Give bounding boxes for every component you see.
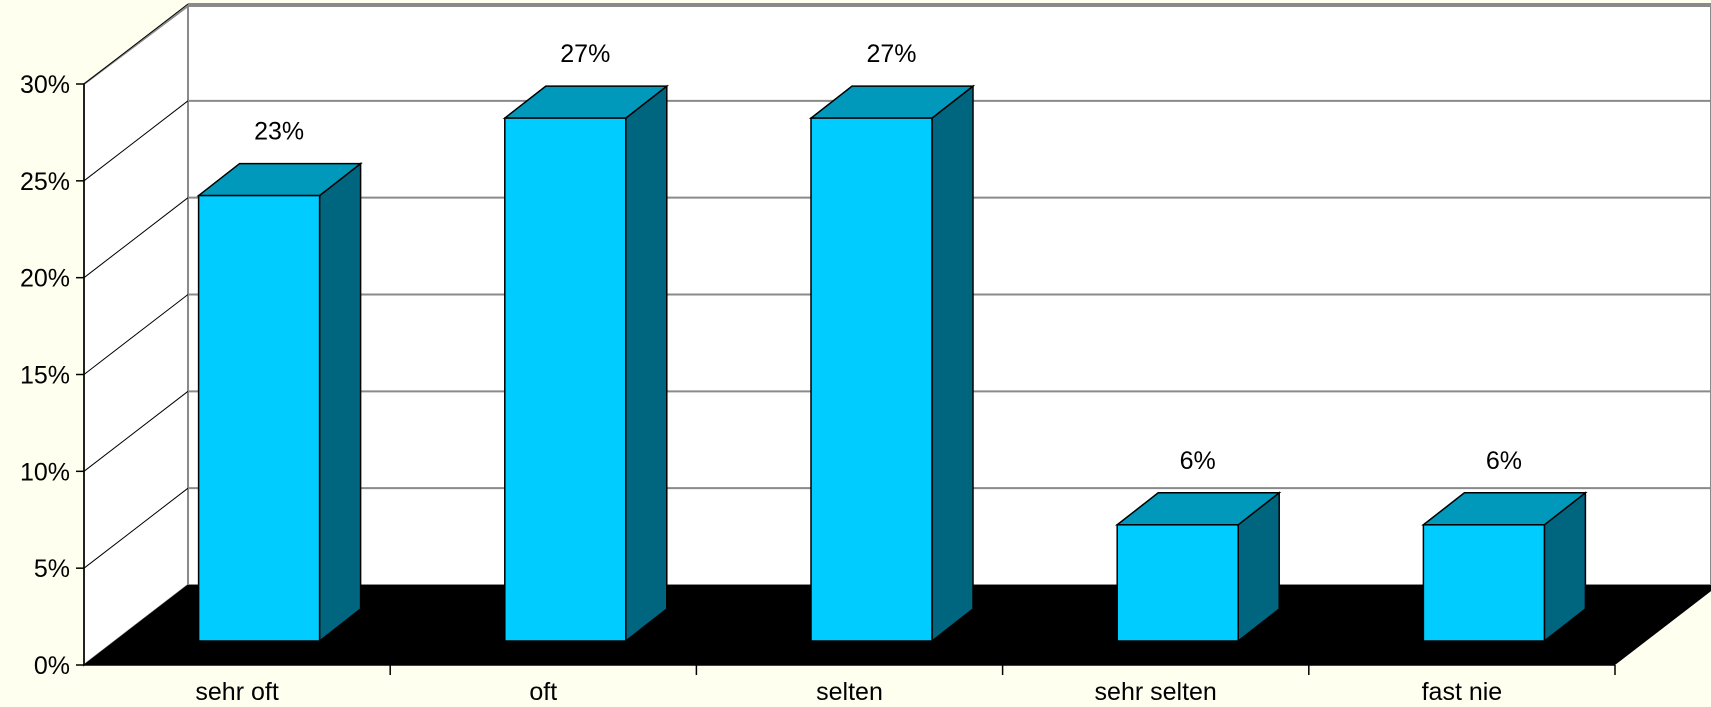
bar-selten <box>808 84 976 643</box>
gridline-side <box>83 3 189 85</box>
gridline-side <box>83 294 189 375</box>
y-tick-label: 30% <box>20 71 70 99</box>
gridline-side <box>83 197 189 279</box>
x-category-label: fast nie <box>1422 678 1503 706</box>
bar-front-face <box>1116 524 1239 642</box>
bar-front-face <box>504 117 627 642</box>
bar-oft <box>502 84 669 643</box>
data-label: 27% <box>560 40 610 68</box>
data-label: 6% <box>1180 447 1216 475</box>
y-tick-label: 25% <box>20 168 70 196</box>
gridline-side <box>83 100 189 182</box>
bar-front-face <box>197 194 321 642</box>
gridline-side <box>83 487 189 569</box>
bar-front-face <box>1422 524 1546 642</box>
bar-side-face <box>318 162 362 643</box>
data-label: 6% <box>1486 447 1522 475</box>
x-category-label: selten <box>816 678 883 706</box>
y-tick-label: 5% <box>34 555 70 583</box>
bar-side-face <box>931 84 974 643</box>
x-category-label: oft <box>529 678 557 706</box>
bar-sehr-selten <box>1115 491 1282 643</box>
y-tick-label: 0% <box>34 652 70 680</box>
data-label: 27% <box>866 40 916 68</box>
x-category-label: sehr oft <box>195 678 278 706</box>
labels: 23% sehr oft 27% oft 27% selten 6% sehr selten 6… <box>195 40 1522 706</box>
y-tick-label: 10% <box>20 458 70 486</box>
bar-sehr-oft <box>196 162 363 643</box>
y-tick-label: 20% <box>20 265 70 293</box>
axes: 0% 5% 10% 15% 20% 25% 30% <box>20 71 1616 680</box>
x-category-label: sehr selten <box>1095 678 1217 706</box>
side-wall <box>83 4 189 668</box>
y-tick-label: 15% <box>20 362 70 390</box>
bar-side-face <box>625 84 668 643</box>
bar-fast-nie <box>1421 491 1588 643</box>
gridline-side <box>83 390 189 472</box>
bars <box>196 84 1588 643</box>
data-label: 23% <box>254 118 304 146</box>
bar-front-face <box>810 117 933 642</box>
